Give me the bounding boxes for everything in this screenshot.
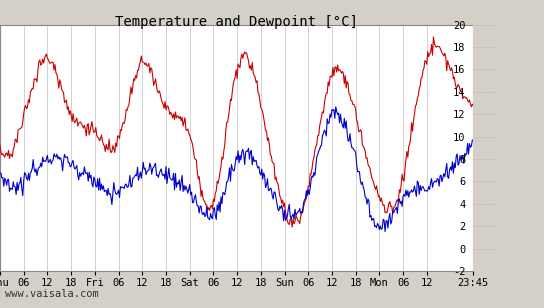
Text: www.vaisala.com: www.vaisala.com xyxy=(5,289,99,299)
Text: Temperature and Dewpoint [°C]: Temperature and Dewpoint [°C] xyxy=(115,15,358,29)
